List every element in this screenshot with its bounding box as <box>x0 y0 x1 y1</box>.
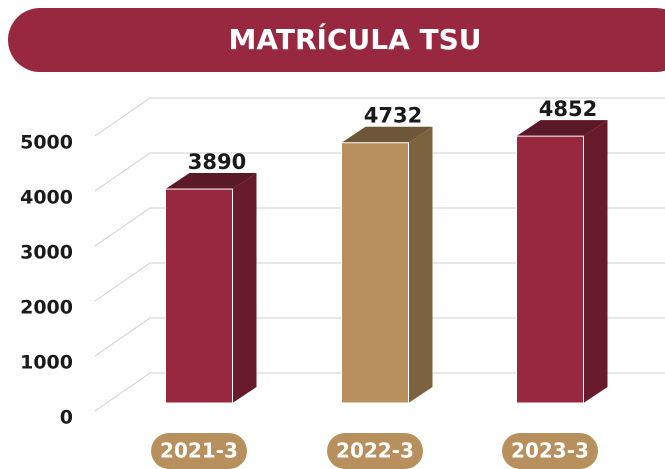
title-banner <box>8 8 665 72</box>
bar-top <box>516 120 608 137</box>
y-tick-label: 0 <box>60 407 73 429</box>
bar <box>341 142 409 404</box>
y-tick-label: 1000 <box>20 352 73 374</box>
bar-side <box>232 173 257 403</box>
grid-line <box>94 317 665 357</box>
bar <box>516 135 584 404</box>
x-tick-label: 2021-3 <box>160 439 238 463</box>
y-tick-label: 3000 <box>20 242 73 264</box>
value-label: 4852 <box>539 97 597 121</box>
grid-line <box>94 207 665 247</box>
y-tick-label: 4000 <box>20 187 73 209</box>
bar-top <box>341 126 433 143</box>
x-tick-label: 2023-3 <box>511 439 589 463</box>
x-tick-label: 2022-3 <box>336 439 414 463</box>
grid-line <box>94 152 665 192</box>
grid-line <box>94 97 665 137</box>
grid-line <box>94 372 665 412</box>
bar <box>165 188 233 404</box>
category-pill <box>502 433 598 469</box>
chart-title: MATRÍCULA TSU <box>229 22 482 56</box>
grid-line <box>94 262 665 302</box>
value-label: 4732 <box>364 104 422 128</box>
category-pill <box>151 433 247 469</box>
bar-side <box>583 120 608 403</box>
bar-side <box>408 126 433 404</box>
y-tick-label: 5000 <box>20 132 73 154</box>
y-tick-label: 2000 <box>20 297 73 319</box>
bar-top <box>165 173 257 190</box>
category-pill <box>327 433 423 469</box>
value-label: 3890 <box>188 150 246 174</box>
